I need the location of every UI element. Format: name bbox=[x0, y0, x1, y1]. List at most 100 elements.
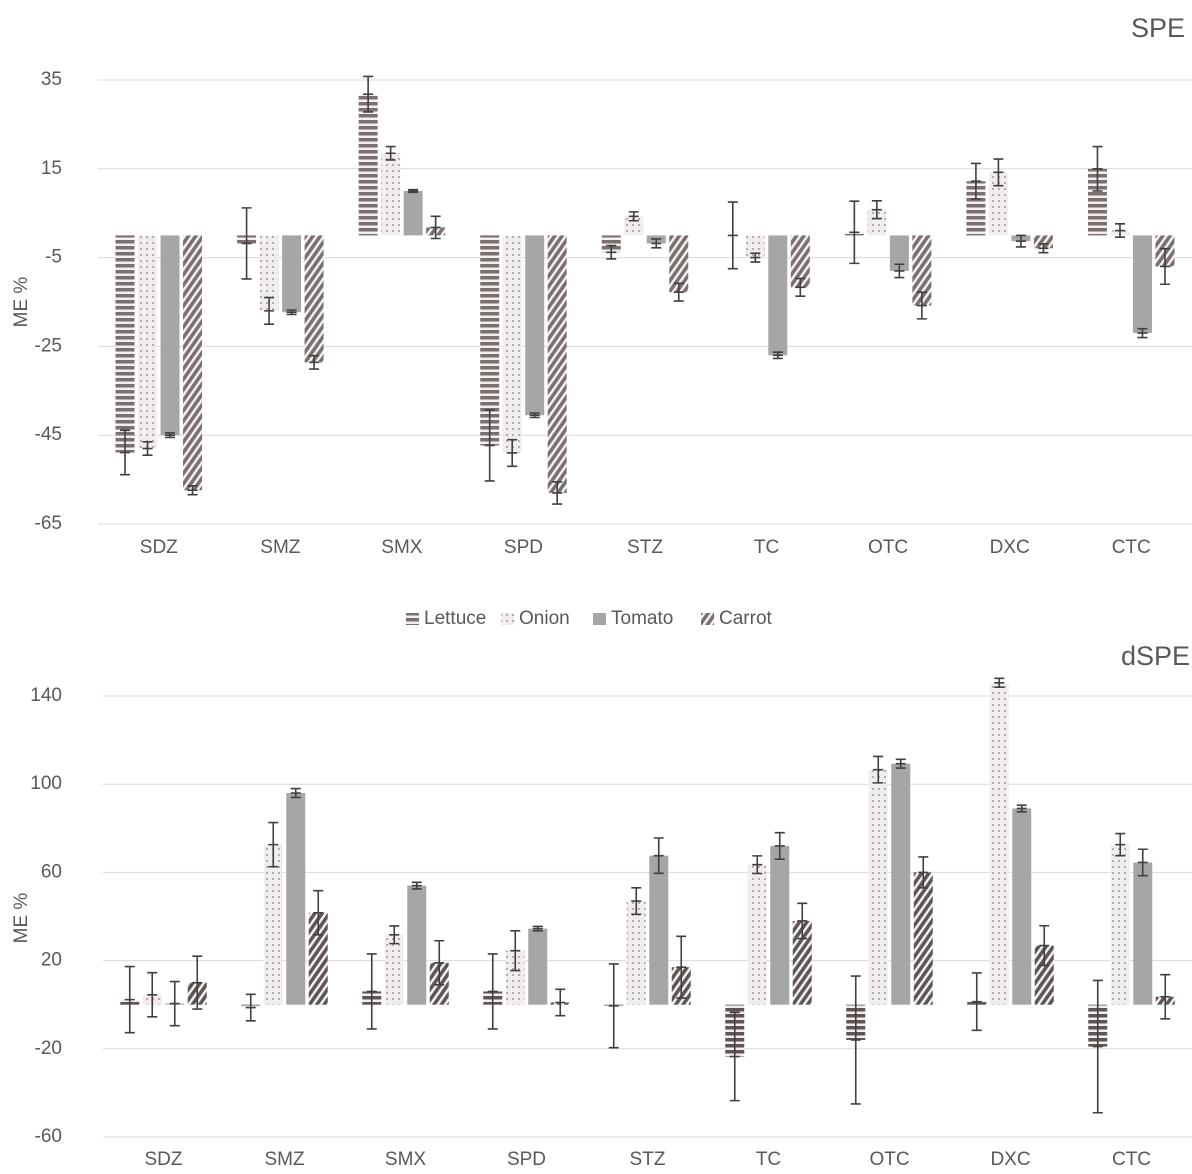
bar bbox=[308, 912, 328, 1005]
bar bbox=[989, 682, 1009, 1005]
error-bar bbox=[241, 207, 252, 280]
bar bbox=[601, 235, 621, 253]
x-tick-label: OTC bbox=[868, 537, 908, 558]
y-axis-label: ME % bbox=[11, 893, 32, 944]
error-bar bbox=[313, 889, 324, 936]
error-bar bbox=[774, 831, 785, 860]
error-bar bbox=[628, 211, 639, 222]
bar bbox=[525, 235, 545, 416]
y-tick-label: -60 bbox=[35, 1126, 62, 1147]
bar bbox=[889, 235, 909, 271]
bar bbox=[649, 855, 669, 1005]
y-tick-label: 35 bbox=[41, 69, 62, 90]
error-bar bbox=[752, 855, 763, 875]
bar bbox=[1110, 844, 1130, 1005]
error-bar bbox=[290, 787, 301, 799]
legend-swatch bbox=[501, 613, 514, 625]
x-tick-label: SPD bbox=[504, 537, 543, 558]
error-bar bbox=[849, 200, 860, 265]
error-bar bbox=[673, 282, 684, 302]
y-tick-label: 140 bbox=[30, 685, 62, 706]
error-bar bbox=[532, 925, 543, 932]
legend-swatch bbox=[406, 613, 419, 625]
error-bar bbox=[631, 887, 642, 916]
bar bbox=[867, 209, 887, 236]
x-tick-label: TC bbox=[756, 1149, 781, 1170]
x-tick-label: STZ bbox=[627, 537, 663, 558]
bar bbox=[792, 920, 812, 1005]
x-tick-label: SMZ bbox=[260, 537, 301, 558]
bar bbox=[160, 235, 180, 436]
bar bbox=[1133, 862, 1153, 1005]
error-bar bbox=[165, 432, 176, 439]
error-bar bbox=[286, 309, 297, 316]
error-bar bbox=[606, 244, 617, 260]
bar bbox=[480, 235, 500, 446]
legend-swatch bbox=[593, 613, 606, 625]
bar bbox=[790, 235, 810, 288]
error-bar bbox=[309, 354, 320, 370]
bar bbox=[745, 235, 765, 258]
error-bar bbox=[1016, 804, 1027, 813]
bar bbox=[502, 235, 522, 453]
error-bar bbox=[187, 485, 198, 496]
error-bar bbox=[750, 252, 761, 263]
bar bbox=[505, 950, 525, 1005]
bar bbox=[138, 235, 158, 449]
x-tick-label: SDZ bbox=[140, 537, 178, 558]
chart-title: dSPE bbox=[1121, 641, 1190, 671]
error-bar bbox=[994, 677, 1005, 688]
x-tick-label: CTC bbox=[1112, 1149, 1151, 1170]
bar bbox=[868, 769, 888, 1005]
bar bbox=[528, 928, 548, 1005]
error-bar bbox=[1159, 247, 1170, 286]
error-bar bbox=[1137, 327, 1148, 339]
error-bar bbox=[970, 162, 981, 200]
y-tick-label: -5 bbox=[45, 247, 62, 268]
bar bbox=[282, 235, 302, 313]
bar bbox=[770, 845, 790, 1005]
error-bar bbox=[1092, 979, 1103, 1114]
error-bar bbox=[411, 881, 422, 890]
error-bar bbox=[873, 755, 884, 784]
error-bar bbox=[555, 988, 566, 1017]
error-bar bbox=[797, 902, 808, 940]
error-bar bbox=[676, 935, 687, 999]
bar bbox=[988, 172, 1008, 236]
bar bbox=[1033, 235, 1053, 249]
y-tick-label: 20 bbox=[41, 950, 62, 971]
error-bar bbox=[169, 980, 180, 1027]
x-tick-label: SMX bbox=[385, 1149, 427, 1170]
error-bar bbox=[529, 412, 540, 419]
error-bar bbox=[147, 971, 158, 1018]
error-bar bbox=[1115, 832, 1126, 857]
bar bbox=[286, 793, 306, 1005]
error-bar bbox=[366, 953, 377, 1030]
error-bar bbox=[1015, 234, 1026, 248]
bar bbox=[747, 864, 767, 1005]
error-bar bbox=[727, 201, 738, 270]
bar bbox=[183, 235, 203, 491]
y-tick-label: -25 bbox=[35, 335, 62, 356]
bar bbox=[115, 235, 135, 453]
y-tick-label: 100 bbox=[30, 773, 62, 794]
x-tick-label: SPD bbox=[507, 1149, 546, 1170]
error-bar bbox=[385, 145, 396, 161]
error-bar bbox=[142, 441, 153, 456]
error-bar bbox=[510, 930, 521, 972]
error-bar bbox=[507, 438, 518, 468]
error-bar bbox=[430, 215, 441, 240]
bar bbox=[259, 235, 279, 311]
x-tick-label: DXC bbox=[990, 1149, 1030, 1170]
bar bbox=[263, 844, 283, 1005]
bar bbox=[304, 235, 324, 363]
bar bbox=[384, 934, 404, 1005]
y-tick-label: 60 bbox=[41, 861, 62, 882]
error-bar bbox=[1092, 145, 1103, 192]
error-bar bbox=[1114, 223, 1125, 238]
x-tick-label: OTC bbox=[869, 1149, 909, 1170]
error-bar bbox=[389, 925, 400, 945]
error-bar bbox=[871, 199, 882, 220]
error-bar bbox=[772, 351, 783, 360]
error-bar bbox=[795, 277, 806, 298]
